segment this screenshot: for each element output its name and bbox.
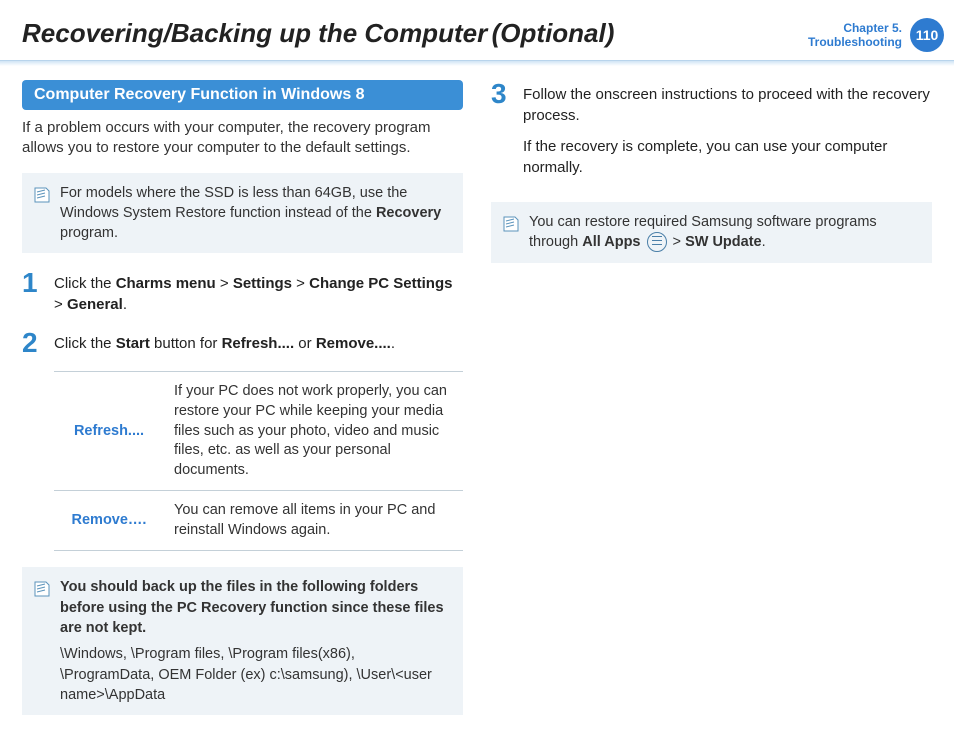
content-columns: Computer Recovery Function in Windows 8 … — [0, 80, 954, 731]
table-row: Remove…. You can remove all items in you… — [54, 491, 463, 551]
step-1-body: Click the Charms menu > Settings > Chang… — [54, 269, 463, 315]
note1-suffix: program. — [60, 225, 118, 241]
note-swupdate-text: You can restore required Samsung softwar… — [529, 212, 920, 253]
page-number-badge: 110 — [910, 18, 944, 52]
chapter-line2: Troubleshooting — [808, 35, 902, 49]
left-column: Computer Recovery Function in Windows 8 … — [22, 80, 463, 731]
step-3-p2: If the recovery is complete, you can use… — [523, 136, 932, 178]
note1-bold: Recovery — [376, 205, 441, 221]
chapter-block: Chapter 5. Troubleshooting 110 — [808, 18, 944, 52]
chapter-line1: Chapter 5. — [808, 21, 902, 35]
step-2-body: Click the Start button for Refresh.... o… — [54, 329, 395, 357]
note3-sep: > — [669, 234, 686, 250]
option-label-refresh: Refresh.... — [54, 372, 164, 491]
note3-suffix: . — [762, 234, 766, 250]
note1-prefix: For models where the SSD is less than 64… — [60, 185, 407, 221]
note2-bold: You should back up the files in the foll… — [60, 577, 451, 638]
note-icon — [32, 579, 52, 599]
step-2: 2 Click the Start button for Refresh....… — [22, 329, 463, 357]
option-desc-remove: You can remove all items in your PC and … — [164, 491, 463, 551]
section-intro: If a problem occurs with your computer, … — [22, 118, 463, 159]
option-desc-refresh: If your PC does not work properly, you c… — [164, 372, 463, 491]
note-backup: You should back up the files in the foll… — [22, 567, 463, 715]
option-label-remove: Remove…. — [54, 491, 164, 551]
step-number: 3 — [491, 80, 511, 188]
page-header: Recovering/Backing up the Computer (Opti… — [0, 0, 954, 60]
note3-bold2: SW Update — [685, 234, 762, 250]
chapter-label: Chapter 5. Troubleshooting — [808, 21, 902, 50]
section-heading: Computer Recovery Function in Windows 8 — [22, 80, 463, 110]
note-icon — [32, 185, 52, 205]
step-number: 2 — [22, 329, 42, 357]
menu-lines-icon — [647, 232, 667, 252]
table-row: Refresh.... If your PC does not work pro… — [54, 372, 463, 491]
page-title-optional: (Optional) — [492, 18, 615, 48]
note-backup-content: You should back up the files in the foll… — [60, 577, 451, 705]
step-1: 1 Click the Charms menu > Settings > Cha… — [22, 269, 463, 315]
right-column: 3 Follow the onscreen instructions to pr… — [491, 80, 932, 731]
page-title-wrap: Recovering/Backing up the Computer (Opti… — [22, 18, 614, 49]
note-icon — [501, 214, 521, 234]
options-table: Refresh.... If your PC does not work pro… — [54, 371, 463, 551]
step-3-p1: Follow the onscreen instructions to proc… — [523, 84, 932, 126]
note-ssd: For models where the SSD is less than 64… — [22, 173, 463, 254]
step-number: 1 — [22, 269, 42, 315]
step-3: 3 Follow the onscreen instructions to pr… — [491, 80, 932, 188]
note2-paths: \Windows, \Program files, \Program files… — [60, 646, 432, 703]
note3-bold1: All Apps — [582, 234, 640, 250]
step-3-body: Follow the onscreen instructions to proc… — [523, 80, 932, 188]
page-title: Recovering/Backing up the Computer — [22, 18, 487, 48]
note-ssd-text: For models where the SSD is less than 64… — [60, 183, 451, 244]
note-swupdate: You can restore required Samsung softwar… — [491, 202, 932, 263]
header-divider — [0, 60, 954, 66]
